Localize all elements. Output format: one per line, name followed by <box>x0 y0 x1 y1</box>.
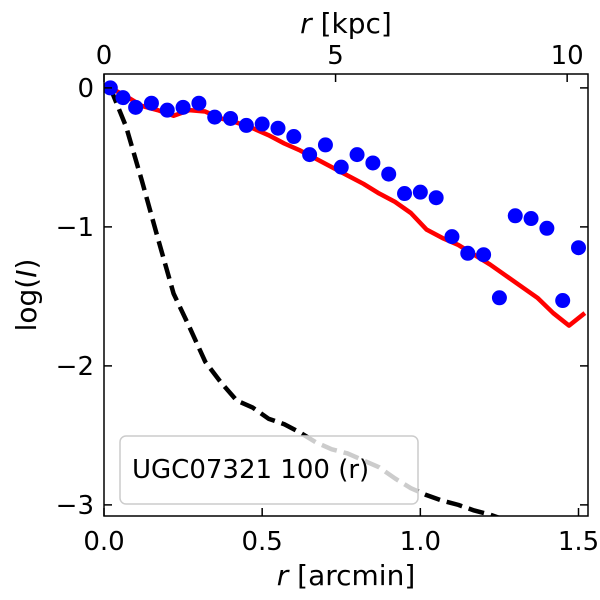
y-tick-label: 0 <box>77 74 94 104</box>
data-point <box>223 110 239 126</box>
y-tick-label: −2 <box>56 352 94 382</box>
y-axis-label: log(I) <box>10 259 43 332</box>
data-point <box>397 186 413 202</box>
data-point <box>128 99 144 115</box>
x-tick-label: 1.5 <box>558 527 599 557</box>
x-axis-label-unit: [arcmin] <box>288 559 415 592</box>
data-point <box>159 102 175 118</box>
y-tick-label: −3 <box>56 491 94 521</box>
observed-series <box>104 80 587 309</box>
data-point <box>491 290 507 306</box>
x-tick-label: 0.0 <box>83 527 124 557</box>
data-point <box>365 155 381 171</box>
data-point <box>238 117 254 133</box>
x-tick-label: 0.5 <box>241 527 282 557</box>
plot-area: UGC07321 100 (r) <box>104 80 587 516</box>
data-point <box>143 95 159 111</box>
data-point <box>191 95 207 111</box>
data-point <box>460 245 476 261</box>
data-point <box>207 109 223 125</box>
data-point <box>175 99 191 115</box>
data-point <box>444 229 460 245</box>
data-point <box>381 166 397 182</box>
x-axis-label-var: r <box>277 559 290 592</box>
x-tick-label: 1.0 <box>400 527 441 557</box>
data-point <box>571 240 587 256</box>
data-point <box>523 211 539 227</box>
top-axis-label-unit: [kpc] <box>312 7 392 40</box>
data-point <box>428 190 444 206</box>
y-axis-label-pre: log( <box>10 278 43 332</box>
plot-frame <box>103 73 589 517</box>
data-point <box>115 90 131 106</box>
data-point <box>270 120 286 136</box>
data-point <box>333 159 349 175</box>
data-point <box>507 208 523 224</box>
data-point <box>555 293 571 309</box>
data-point <box>412 184 428 200</box>
legend-box <box>119 435 419 505</box>
top-tick-label: 10 <box>551 41 584 71</box>
data-point <box>539 220 555 236</box>
top-axis-label: r [kpc] <box>300 7 392 40</box>
legend-label: UGC07321 100 (r) <box>132 455 369 485</box>
top-tick-label: 5 <box>327 41 344 71</box>
data-point <box>302 147 318 163</box>
top-tick-label: 0 <box>96 41 113 71</box>
data-point <box>317 137 333 153</box>
y-tick-label: −1 <box>56 213 94 243</box>
x-axis-label: r [arcmin] <box>277 559 416 592</box>
data-point <box>476 247 492 263</box>
y-axis-label-post: ) <box>10 259 43 270</box>
top-axis-label-var: r <box>300 7 313 40</box>
data-point <box>286 129 302 145</box>
axis-ticks: 0.0 0.5 1.0 1.5 0 5 10 0 −1 −2 −3 <box>56 41 600 557</box>
data-point <box>254 116 270 132</box>
y-axis-label-var: I <box>10 270 43 278</box>
data-point <box>349 147 365 163</box>
